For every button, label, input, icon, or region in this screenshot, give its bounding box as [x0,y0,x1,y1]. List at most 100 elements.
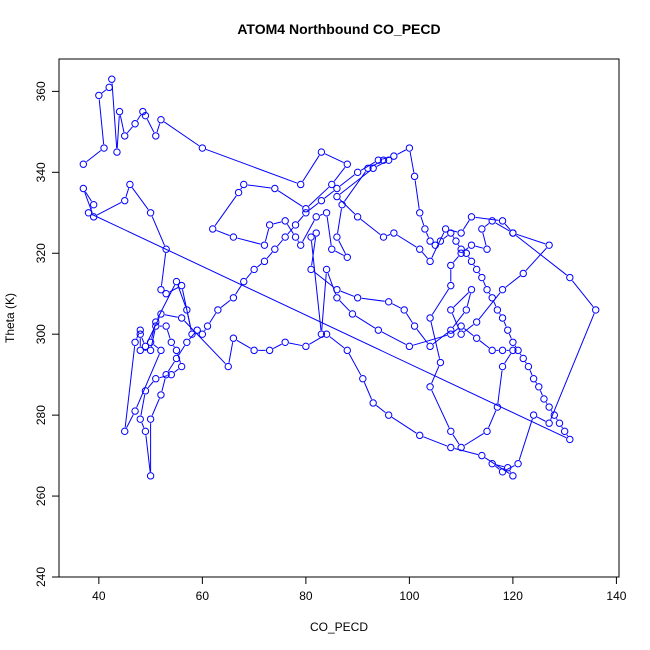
series-segment [256,263,262,268]
series-segment [151,398,160,416]
series-segment [550,410,553,413]
x-axis-label: CO_PECD [310,620,368,634]
data-point [108,75,116,83]
series-segment [392,303,401,309]
data-point [260,241,269,249]
data-point [281,217,289,225]
series-segment [452,312,465,328]
data-point [410,322,419,330]
series-segment [516,233,546,245]
series-segment [216,229,230,237]
data-point [265,346,274,355]
y-tick-label: 360 [34,81,48,101]
data-point [152,318,160,326]
data-point [447,306,455,314]
series-segment [153,344,159,349]
data-point [472,334,481,342]
data-point [447,261,455,270]
data-point [89,200,98,209]
data-point [441,225,450,233]
data-point [457,249,465,257]
data-point [410,172,419,181]
series-segment [277,239,283,247]
data-point [333,184,341,193]
series-segment [119,115,125,133]
x-tick-label: 60 [196,589,210,603]
data-point [374,326,383,334]
series-segment [482,281,486,287]
data-point [483,245,491,253]
data-point [452,237,460,245]
series-segment [324,153,344,163]
data-point [436,358,445,367]
y-tick-label: 300 [34,324,48,344]
series-segment [361,297,385,302]
data-point [390,229,398,237]
series-segment [228,342,234,363]
series-segment [514,345,517,348]
data-point [172,277,181,286]
data-point [121,132,129,140]
data-point [89,213,98,221]
series-segment [505,465,515,471]
series-segment [310,240,322,331]
data-point [100,144,108,152]
data-point [343,253,351,261]
data-point [462,306,471,314]
data-point [519,354,527,363]
data-point [167,338,176,346]
series-segment [482,232,487,246]
series-segment [468,256,470,259]
data-point [384,298,393,306]
data-point [447,330,455,338]
data-point [540,395,548,403]
data-point [234,188,243,197]
series-segment [266,251,273,259]
series-segment [420,216,425,226]
y-tick-label: 240 [34,567,48,587]
series-segment [536,416,546,422]
series-segment [220,299,231,308]
series-segment [147,381,154,389]
series-segment [326,216,332,246]
series-segment [529,370,533,376]
data-point [457,330,465,338]
series-segment [85,191,92,202]
data-point [167,370,176,379]
data-point [113,148,121,156]
data-point [312,229,320,237]
data-point [431,241,439,249]
data-point [121,427,129,436]
data-point [146,209,155,217]
data-point [384,411,393,419]
y-tick-label: 280 [34,405,48,425]
data-point [509,346,517,355]
data-point [317,330,326,338]
series-segment [245,272,252,279]
series-segment [131,187,149,210]
series-segment [111,83,118,149]
series-segment [360,161,376,171]
data-point [359,375,367,383]
series-segment [338,240,346,254]
series-segment [167,361,175,372]
data-point [333,285,341,294]
series-segment [156,123,161,133]
series-segment [116,115,120,149]
series-segment [160,253,167,286]
series-segment [146,317,160,343]
series-segment [452,434,460,445]
data-point [478,225,486,233]
series-segment [452,236,455,239]
series-segment [277,190,303,207]
series-segment [495,464,504,468]
data-point [328,245,336,253]
series-segment [376,405,386,414]
series-segment [431,365,440,384]
series-layer [79,75,600,480]
series-segment [264,228,270,242]
series-segment [308,202,319,211]
data-point [240,180,248,189]
series-segment [462,219,470,230]
data-point [343,160,351,168]
